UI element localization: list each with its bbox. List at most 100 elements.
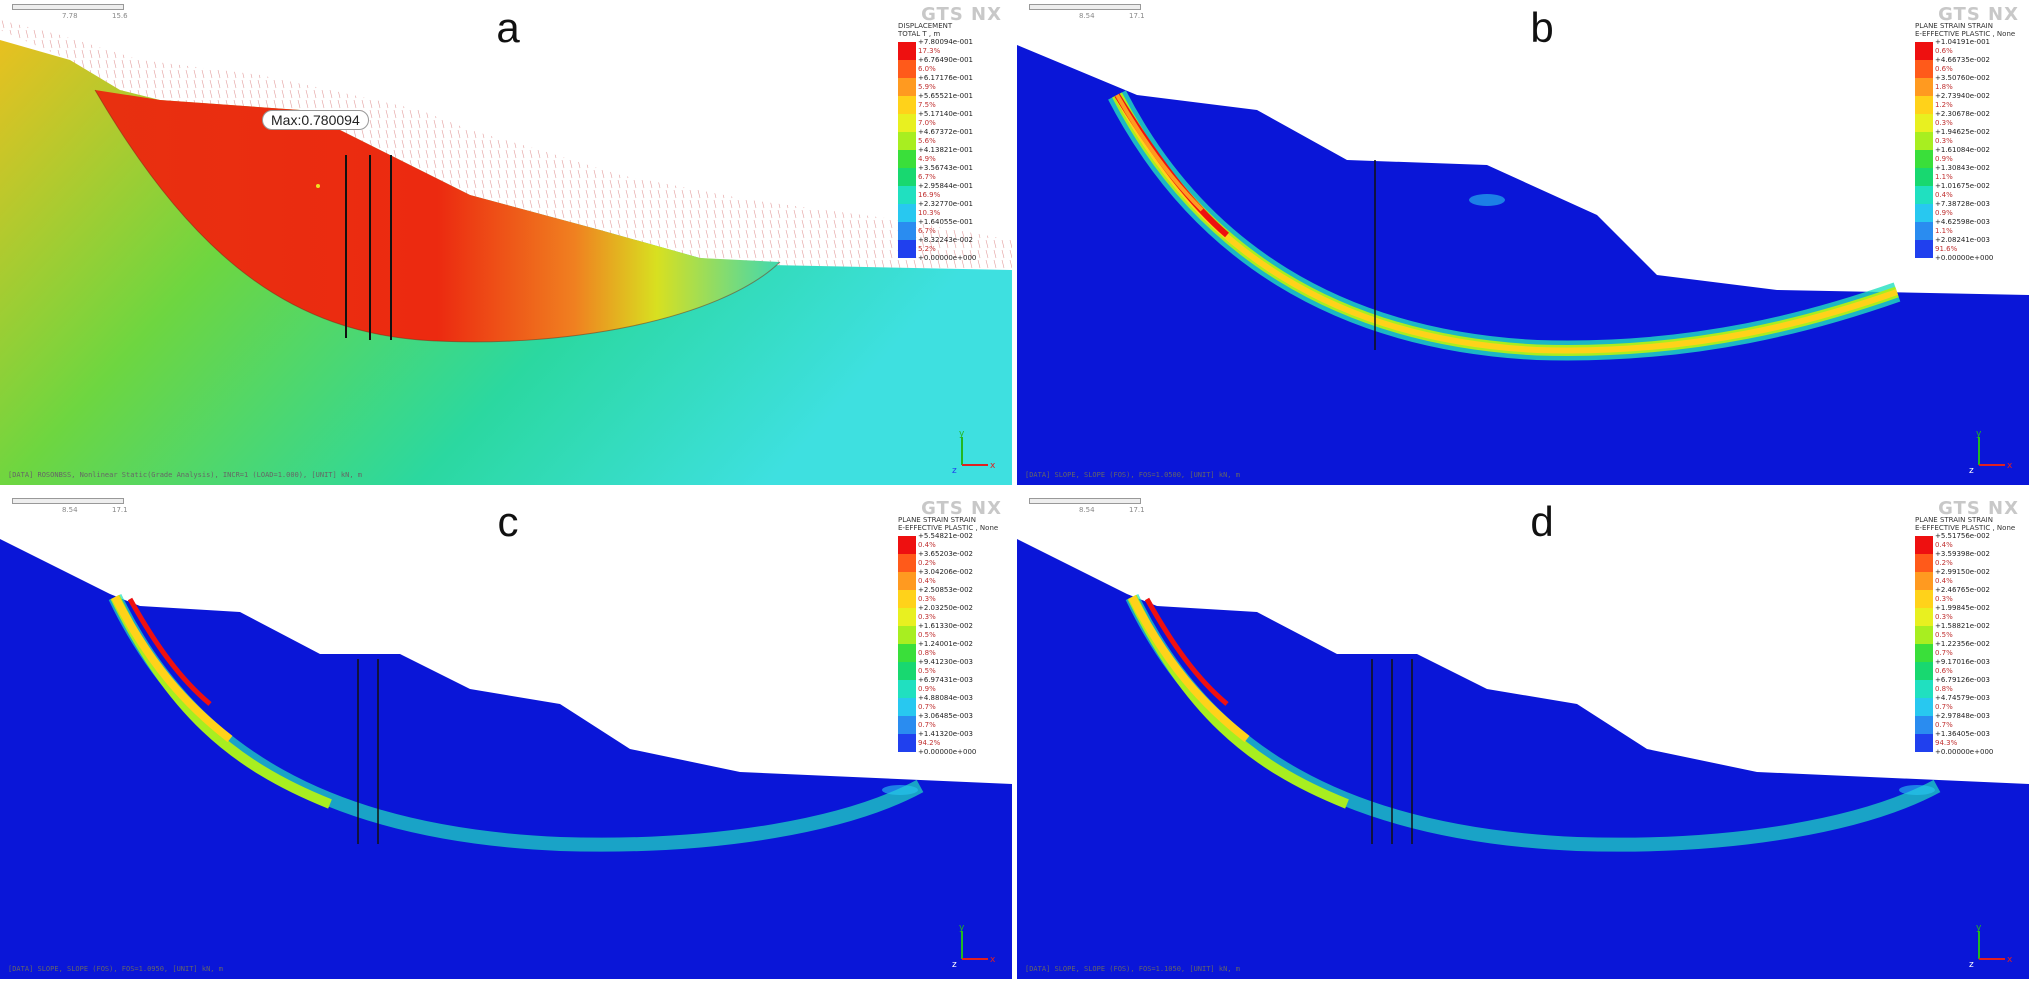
legend-percent: 5.2%	[918, 245, 936, 253]
color-scale	[898, 536, 916, 752]
color-scale-band	[1915, 78, 1933, 96]
axis-y-label: y	[959, 923, 965, 933]
legend-percent: 94.3%	[1935, 739, 1958, 747]
axis-z-label: z	[1969, 466, 1974, 475]
legend-percent: 0.7%	[918, 703, 936, 711]
legend-percent: 1.1%	[1935, 173, 1953, 181]
legend-ticks: +7.80094e-001 17.3% +6.76490e-001 6.0% +6.17…	[918, 38, 976, 263]
legend-percent: 0.2%	[918, 559, 936, 567]
legend-value: +4.62598e-003	[1935, 218, 1991, 226]
color-scale-band	[1915, 608, 1933, 626]
legend-percent: 0.3%	[1935, 119, 1953, 127]
legend-percent: 0.8%	[1935, 685, 1953, 693]
legend-percent: 0.6%	[1935, 667, 1953, 675]
legend-percent: 4.9%	[918, 155, 936, 163]
color-scale-band	[898, 734, 916, 752]
legend-percent: 0.3%	[918, 595, 936, 603]
color-scale-band	[1915, 168, 1933, 186]
color-scale-band	[1915, 150, 1933, 168]
legend-header: DISPLACEMENT TOTAL T , m	[898, 22, 953, 38]
legend-value: +0.00000e+000	[918, 254, 977, 262]
legend-value: +2.73940e-002	[1935, 92, 1991, 100]
color-scale-band	[898, 572, 916, 590]
panel-d: 8.54 17.1 d GTS NX PLANE STRAIN STRAIN E…	[1017, 494, 2029, 979]
legend-value: +1.94625e-002	[1935, 128, 1991, 136]
legend-ticks: +1.04191e-001 0.6% +4.66735e-002 0.6% +3.507…	[1935, 38, 1993, 263]
color-scale-band	[898, 662, 916, 680]
legend-value: +0.00000e+000	[1935, 748, 1994, 756]
color-scale-band	[898, 716, 916, 734]
legend-percent: 0.4%	[918, 541, 936, 549]
panel-title: d	[1530, 498, 1554, 545]
legend-value: +8.32243e-002	[918, 236, 974, 244]
contour-legend: GTS NX PLANE STRAIN STRAIN E-EFFECTIVE P…	[1911, 4, 2023, 274]
color-scale	[1915, 536, 1933, 752]
brand-logo: GTS NX	[921, 498, 1002, 519]
legend-percent: 1.8%	[1935, 83, 1953, 91]
scale-end-label: 17.1	[1129, 12, 1145, 20]
legend-percent: 0.4%	[1935, 577, 1953, 585]
legend-percent: 0.9%	[918, 685, 936, 693]
strain-field	[0, 539, 1012, 979]
legend-value: +2.99150e-002	[1935, 568, 1991, 576]
legend-percent: 0.3%	[1935, 595, 1953, 603]
legend-header: PLANE STRAIN STRAIN E-EFFECTIVE PLASTIC …	[898, 516, 999, 532]
legend-value: +1.24001e-002	[918, 640, 974, 648]
legend-percent: 0.7%	[918, 721, 936, 729]
legend-percent: 10.3%	[918, 209, 941, 217]
panel-title: c	[497, 498, 519, 545]
axis-x-label: x	[990, 955, 996, 965]
axis-triad-icon: y z x	[952, 429, 996, 475]
contour-legend: GTS NX DISPLACEMENT TOTAL T , m +7.80094…	[894, 4, 1006, 274]
color-scale-band	[898, 168, 916, 186]
color-scale-band	[1915, 626, 1933, 644]
color-scale-band	[898, 590, 916, 608]
color-scale-band	[1915, 734, 1933, 752]
legend-value: +4.88084e-003	[918, 694, 974, 702]
scale-bar: 8.54 17.1	[1029, 4, 1149, 22]
panel-b: 8.54 17.1 b GTS NX PLANE STRAIN STRAIN E…	[1017, 0, 2029, 485]
scale-bar: 8.54 17.1	[12, 498, 132, 516]
panel-title: a	[496, 4, 520, 51]
color-scale-band	[898, 608, 916, 626]
legend-percent: 0.4%	[1935, 541, 1953, 549]
legend-value: +0.00000e+000	[918, 748, 977, 756]
legend-value: +5.51756e-002	[1935, 532, 1991, 540]
legend-percent: 7.0%	[918, 119, 936, 127]
legend-value: +1.36405e-003	[1935, 730, 1991, 738]
color-scale-band	[1915, 60, 1933, 78]
color-scale-band	[1915, 698, 1933, 716]
color-scale-band	[1915, 590, 1933, 608]
legend-value: +5.17140e-001	[918, 110, 974, 118]
legend-percent: 0.5%	[1935, 631, 1953, 639]
color-scale-band	[898, 186, 916, 204]
color-scale-band	[898, 60, 916, 78]
axis-x-label: x	[2007, 955, 2013, 965]
legend-value: +5.65521e-001	[918, 92, 974, 100]
color-scale-band	[1915, 240, 1933, 258]
color-scale-band	[1915, 662, 1933, 680]
color-scale-band	[1915, 204, 1933, 222]
color-scale-band	[1915, 680, 1933, 698]
contour-legend: GTS NX PLANE STRAIN STRAIN E-EFFECTIVE P…	[1911, 498, 2023, 768]
brand-logo: GTS NX	[1938, 4, 2019, 25]
legend-percent: 16.9%	[918, 191, 941, 199]
axis-triad-icon: y z x	[1969, 429, 2013, 475]
panel-title: b	[1530, 4, 1554, 51]
legend-header: PLANE STRAIN STRAIN E-EFFECTIVE PLASTIC …	[1915, 22, 2016, 38]
legend-percent: 17.3%	[918, 47, 941, 55]
scale-end-label: 17.1	[1129, 506, 1145, 514]
legend-value: +1.22356e-002	[1935, 640, 1991, 648]
legend-value: +2.08241e-003	[1935, 236, 1991, 244]
legend-value: +2.95844e-001	[918, 182, 974, 190]
scale-mid-label: 8.54	[62, 506, 78, 514]
legend-value: +3.50760e-002	[1935, 74, 1991, 82]
status-text: [DATA] SLOPE, SLOPE (FOS), FOS=1.0500, […	[1025, 471, 1240, 479]
legend-value: +1.04191e-001	[1935, 38, 1991, 46]
color-scale-band	[898, 240, 916, 258]
color-scale-band	[1915, 96, 1933, 114]
color-scale-band	[898, 42, 916, 60]
status-text: [DATA] SLOPE, SLOPE (FOS), FOS=1.1050, […	[1025, 965, 1240, 973]
legend-percent: 91.6%	[1935, 245, 1958, 253]
legend-value: +9.41230e-003	[918, 658, 974, 666]
